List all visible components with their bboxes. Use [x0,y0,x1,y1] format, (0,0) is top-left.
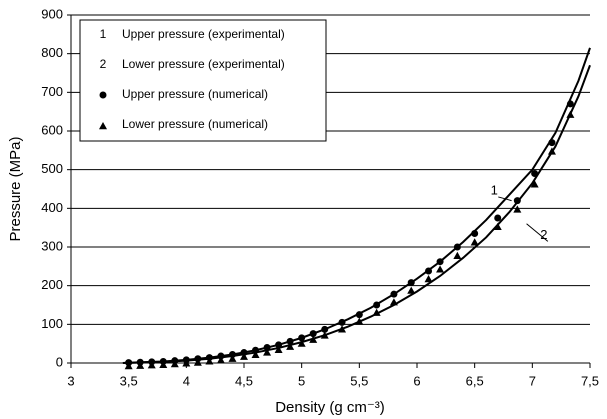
point [228,354,237,362]
point [338,325,347,333]
y-tick-label: 900 [41,6,63,21]
x-axis-title: Density (g cm⁻³) [275,399,385,416]
point [548,139,556,147]
y-tick-label: 700 [41,84,63,99]
point [274,345,283,353]
point [298,334,306,342]
x-tick-label: 5 [298,373,305,388]
legend-marker [99,91,107,99]
y-tick-label: 200 [41,277,63,292]
point [436,258,444,266]
x-tick-label: 4 [183,373,190,388]
point [453,243,461,251]
point [263,344,271,352]
y-axis-title: Pressure (MPa) [7,136,24,241]
y-tick-label: 800 [41,45,63,60]
legend-marker: 2 [100,57,107,71]
point [240,352,248,360]
point [531,170,539,178]
x-tick-label: 7,5 [581,373,599,388]
y-tick-label: 400 [41,200,63,215]
x-tick-label: 3,5 [120,373,138,388]
point [372,308,381,316]
point [275,341,283,349]
point [453,251,462,259]
point [217,352,225,360]
point [513,205,522,213]
legend-label: Upper pressure (numerical) [122,87,268,101]
point [240,349,248,357]
y-tick-label: 600 [41,122,63,137]
point [424,275,433,283]
point [320,331,329,339]
point [338,318,346,326]
point [436,265,445,273]
point [124,362,133,370]
point [494,214,502,222]
annotation-leader [498,196,512,202]
point [170,360,179,368]
x-tick-label: 6 [413,373,420,388]
y-tick-label: 300 [41,238,63,253]
point [286,342,295,350]
legend-marker: 1 [100,27,107,41]
legend-box [79,19,327,142]
point [547,147,556,155]
x-tick-label: 7 [529,373,536,388]
point [147,361,156,369]
x-tick-label: 6,5 [466,373,484,388]
annotation: 1 [491,182,498,197]
x-tick-label: 4,5 [235,373,253,388]
point [373,301,381,309]
y-tick-label: 0 [56,354,63,369]
y-tick-label: 500 [41,161,63,176]
legend-label: Upper pressure (experimental) [122,27,285,41]
annotation-leader [526,223,549,242]
point [407,279,415,287]
legend-label: Lower pressure (experimental) [122,57,285,71]
legend-label: Lower pressure (numerical) [122,117,268,131]
point [309,335,318,343]
point [530,180,539,188]
point [182,359,191,367]
point [389,298,398,306]
x-tick-label: 5,5 [350,373,368,388]
point [159,360,168,369]
point [407,286,416,294]
point [355,317,364,325]
annotation: 2 [540,227,547,242]
point [205,357,214,365]
point [470,238,479,246]
point [425,267,433,275]
point [471,229,479,237]
x-tick-label: 3 [67,373,74,388]
point [513,197,521,205]
point [216,356,225,364]
y-tick-label: 100 [41,316,63,331]
point [136,361,145,369]
point [193,358,202,366]
point [321,325,329,333]
point [309,330,317,338]
point [390,290,398,298]
point [286,337,294,345]
point [263,348,272,356]
point [493,222,502,230]
legend: 1 Upper pressure (experimental) 2 Lower pre… [79,19,327,142]
point [252,346,260,354]
point [566,110,575,118]
point [297,339,306,347]
point [355,311,363,319]
point [566,100,574,108]
legend-marker [99,122,107,130]
point [251,350,260,358]
point [228,350,236,358]
